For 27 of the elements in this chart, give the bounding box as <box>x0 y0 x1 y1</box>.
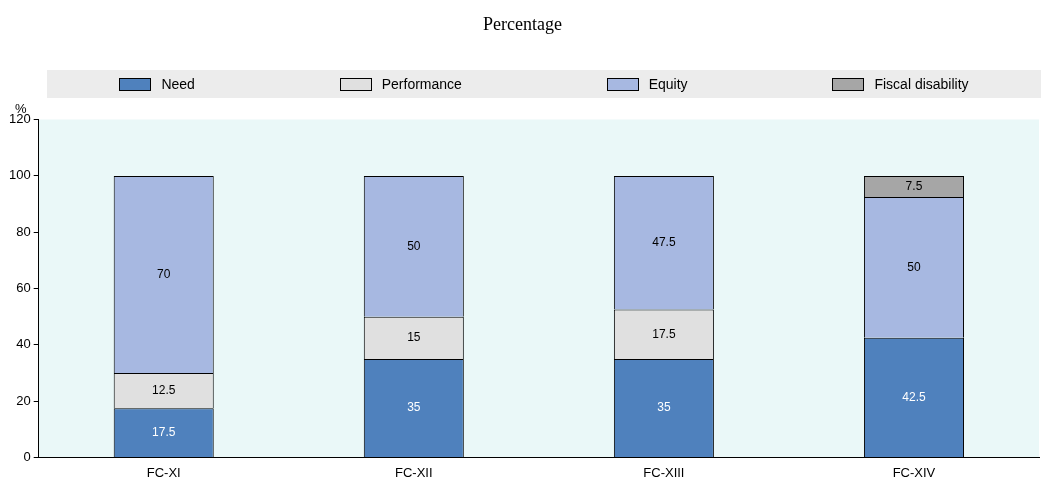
data-label: 17.5 <box>152 424 176 439</box>
legend-label: Equity <box>648 76 688 92</box>
data-label: 70 <box>157 266 171 281</box>
y-tick-label: 40 <box>16 336 31 352</box>
x-tick-label: FC-XIV <box>892 464 936 480</box>
data-label: 12.5 <box>152 382 176 397</box>
data-label: 42.5 <box>902 389 926 404</box>
data-label: 35 <box>407 400 421 415</box>
legend-label: Fiscal disability <box>874 76 969 92</box>
y-tick-label: 0 <box>23 448 31 464</box>
y-tick-label: 20 <box>16 392 31 408</box>
data-label: 17.5 <box>652 326 676 341</box>
y-tick-label: 60 <box>16 280 31 296</box>
data-label: 50 <box>407 238 421 253</box>
y-tick-label: 100 <box>8 167 31 183</box>
y-tick-label: 80 <box>16 223 31 239</box>
legend-label: Need <box>161 76 195 92</box>
x-tick-label: FC-XII <box>395 464 433 480</box>
data-label: 47.5 <box>652 235 676 250</box>
x-tick-label: FC-XIII <box>643 464 685 480</box>
data-label: 35 <box>657 400 671 415</box>
data-label: 15 <box>407 330 421 345</box>
data-label: 50 <box>907 259 921 274</box>
x-tick-label: FC-XI <box>146 464 181 480</box>
chart-title: Percentage <box>483 13 562 34</box>
legend-label: Performance <box>381 76 462 92</box>
data-label: 7.5 <box>905 178 923 193</box>
